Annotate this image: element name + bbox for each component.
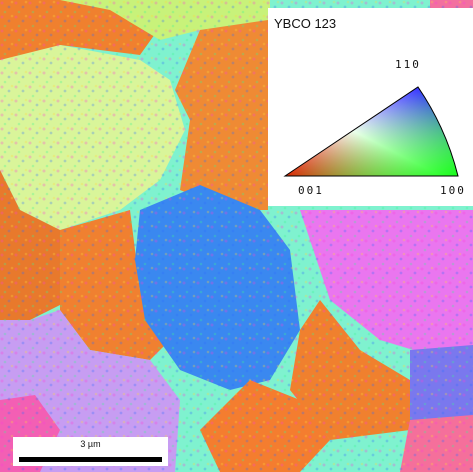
scale-bar-label: 3 µm (80, 439, 101, 449)
material-label: YBCO 123 (274, 16, 337, 31)
inverse-pole-figure-triangle (283, 86, 459, 177)
pole-100-label: 100 (440, 184, 466, 197)
scale-bar-line (19, 457, 162, 462)
scale-bar: 3 µm (13, 437, 168, 466)
ipf-color-key: YBCO 123 110 001 100 (268, 8, 473, 206)
pole-001-label: 001 (298, 184, 324, 197)
pole-110-label: 110 (395, 58, 421, 71)
